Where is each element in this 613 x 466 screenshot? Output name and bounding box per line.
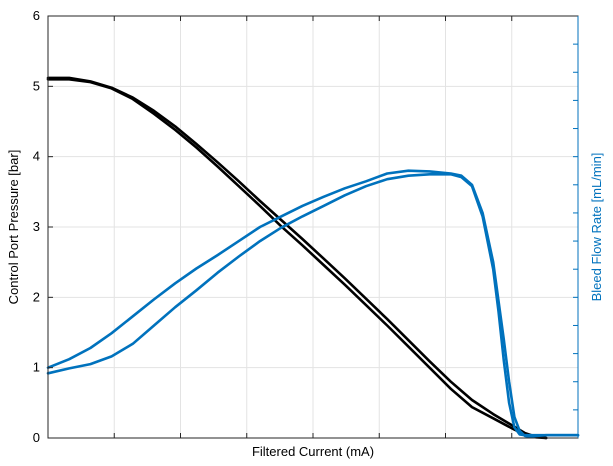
- pressure-series-1: [46, 76, 548, 440]
- series-layer: [46, 76, 580, 440]
- y-tick-label: 4: [33, 149, 40, 164]
- pressure-series-2: [46, 78, 548, 440]
- y-tick-label: 0: [33, 430, 40, 445]
- bleed-flow-series-4: [46, 173, 580, 437]
- y-tick-label: 5: [33, 78, 40, 93]
- grid-layer: [48, 16, 578, 438]
- y-axis-label: Control Port Pressure [bar]: [6, 150, 21, 305]
- y-tick-label: 6: [33, 8, 40, 23]
- y2-axis-label: Bleed Flow Rate [mL/min]: [589, 153, 604, 302]
- tick-layer: 0 1 2 3 4 5 6: [33, 8, 578, 445]
- bleed-flow-series-3: [46, 169, 580, 438]
- x-axis-label: Filtered Current (mA): [252, 444, 374, 459]
- y-tick-label: 1: [33, 360, 40, 375]
- y-tick-label: 2: [33, 289, 40, 304]
- y-tick-label: 3: [33, 219, 40, 234]
